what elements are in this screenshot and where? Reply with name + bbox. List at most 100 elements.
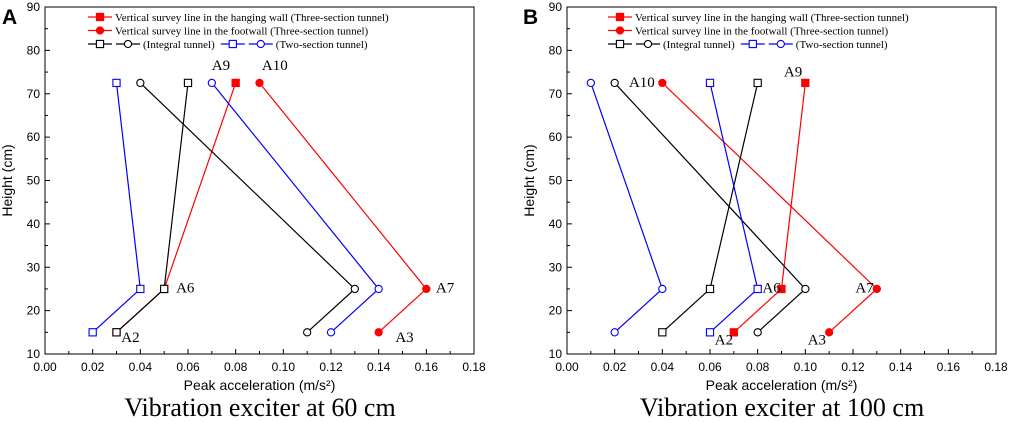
data-point-two_sq [753, 284, 762, 294]
data-point-int_ci [350, 284, 359, 294]
data-point-int_ci [610, 78, 619, 88]
y-tick-label: 90 [549, 0, 563, 14]
y-tick-label: 30 [27, 260, 41, 274]
data-point-fw3 [374, 328, 383, 337]
series-hw3 [729, 78, 810, 337]
x-tick-label: 0.04 [651, 360, 675, 374]
legend-label-fw3: Vertical survey line in the footwall (Th… [115, 26, 369, 38]
data-point-two_ci [586, 78, 595, 88]
x-tick-label: 0.02 [81, 360, 105, 374]
x-tick-label: 0.06 [698, 360, 722, 374]
x-tick-label: 0.14 [367, 360, 391, 374]
data-point-two_sq [88, 328, 97, 337]
y-axis-label: Height (cm) [521, 144, 537, 216]
series-line-int_sq [661, 82, 759, 333]
series-fw3 [658, 78, 881, 337]
panel-letter: A [2, 6, 17, 29]
plot-frame [44, 6, 475, 355]
data-point-int_ci [303, 328, 312, 337]
data-point-fw3 [422, 284, 431, 294]
panel-letter: B [523, 6, 538, 29]
data-point-int_ci [753, 328, 762, 337]
legend-marker-two_ci [256, 39, 265, 49]
legend-label-hw3: Vertical survey line in the hanging wall… [115, 12, 389, 24]
point-annotation: A10 [629, 75, 655, 91]
y-tick-label: 10 [549, 347, 563, 361]
point-annotation: A7 [855, 280, 874, 296]
y-axis-label: Height (cm) [0, 144, 15, 216]
y-tick-label: 40 [27, 217, 41, 231]
legend: Vertical survey line in the hanging wall… [88, 12, 389, 51]
series-int_ci [136, 78, 359, 337]
data-point-two_ci [326, 328, 336, 337]
data-point-hw3 [801, 78, 810, 88]
legend-label-int_ci: (Integral tunnel) [143, 39, 215, 51]
x-axis-label: Peak acceleration (m/s²) [706, 377, 858, 393]
legend-marker-int_sq [615, 39, 625, 49]
x-tick-label: 0.00 [33, 360, 57, 374]
point-annotation: A3 [395, 330, 413, 346]
point-annotation: A9 [784, 64, 802, 80]
y-tick-label: 70 [27, 87, 41, 101]
point-annotation: A7 [436, 280, 455, 296]
x-tick-label: 0.18 [462, 360, 486, 374]
legend-label-two_ci: (Two-section tunnel) [796, 39, 888, 51]
data-point-two_ci [658, 284, 667, 294]
legend-marker-hw3 [615, 12, 625, 22]
point-annotation: A2 [121, 330, 139, 346]
series-int_sq [112, 78, 193, 337]
x-tick-label: 0.16 [937, 360, 961, 374]
x-axis-label: Peak acceleration (m/s²) [184, 377, 336, 393]
y-tick-label: 60 [27, 130, 41, 144]
series-two_ci [207, 78, 383, 337]
y-tick-label: 40 [549, 217, 563, 231]
legend-marker-int_sq [95, 39, 105, 49]
x-tick-label: 0.12 [841, 360, 865, 374]
x-tick-label: 0.06 [176, 360, 200, 374]
data-point-two_sq [705, 78, 715, 88]
y-tick-label: 50 [549, 174, 563, 188]
series-line-two_ci [211, 82, 380, 333]
data-point-fw3 [872, 284, 881, 294]
point-annotation: A2 [715, 332, 733, 348]
y-tick-label: 90 [27, 0, 41, 14]
data-point-int_sq [112, 328, 121, 337]
x-tick-label: 0.16 [415, 360, 439, 374]
legend: Vertical survey line in the hanging wall… [608, 12, 909, 51]
plot-frame [566, 6, 997, 355]
series-int_sq [658, 78, 762, 337]
series-line-two_sq [92, 82, 141, 333]
x-tick-label: 0.08 [224, 360, 248, 374]
y-tick-label: 30 [549, 260, 563, 274]
y-tick-label: 10 [27, 347, 41, 361]
point-annotation: A10 [262, 58, 288, 74]
data-point-int_sq [753, 78, 762, 88]
data-point-int_sq [658, 328, 667, 337]
legend-marker-two_sq [748, 39, 757, 49]
legend-marker-int_ci [123, 39, 133, 49]
series-line-two_sq [709, 82, 759, 333]
legend-marker-hw3 [95, 12, 105, 22]
data-point-fw3 [255, 78, 264, 88]
series-int_ci [610, 78, 810, 337]
legend-marker-two_sq [228, 39, 237, 49]
data-point-hw3 [777, 284, 786, 294]
legend-label-int_ci: (Integral tunnel) [663, 39, 735, 51]
data-point-int_sq [160, 284, 169, 294]
y-tick-label: 20 [27, 304, 41, 318]
x-tick-label: 0.12 [319, 360, 343, 374]
legend-marker-two_ci [776, 39, 785, 49]
y-tick-label: 80 [27, 43, 41, 57]
y-tick-label: 50 [27, 174, 41, 188]
data-point-two_sq [112, 78, 121, 88]
x-tick-label: 0.10 [794, 360, 818, 374]
y-tick-label: 80 [549, 43, 563, 57]
x-tick-label: 0.10 [272, 360, 296, 374]
x-tick-label: 0.08 [746, 360, 770, 374]
legend-label-hw3: Vertical survey line in the hanging wall… [635, 12, 909, 24]
panel-caption: Vibration exciter at 100 cm [640, 393, 924, 422]
series-fw3 [255, 78, 431, 337]
legend-label-fw3: Vertical survey line in the footwall (Th… [635, 26, 889, 38]
x-tick-label: 0.04 [129, 360, 153, 374]
